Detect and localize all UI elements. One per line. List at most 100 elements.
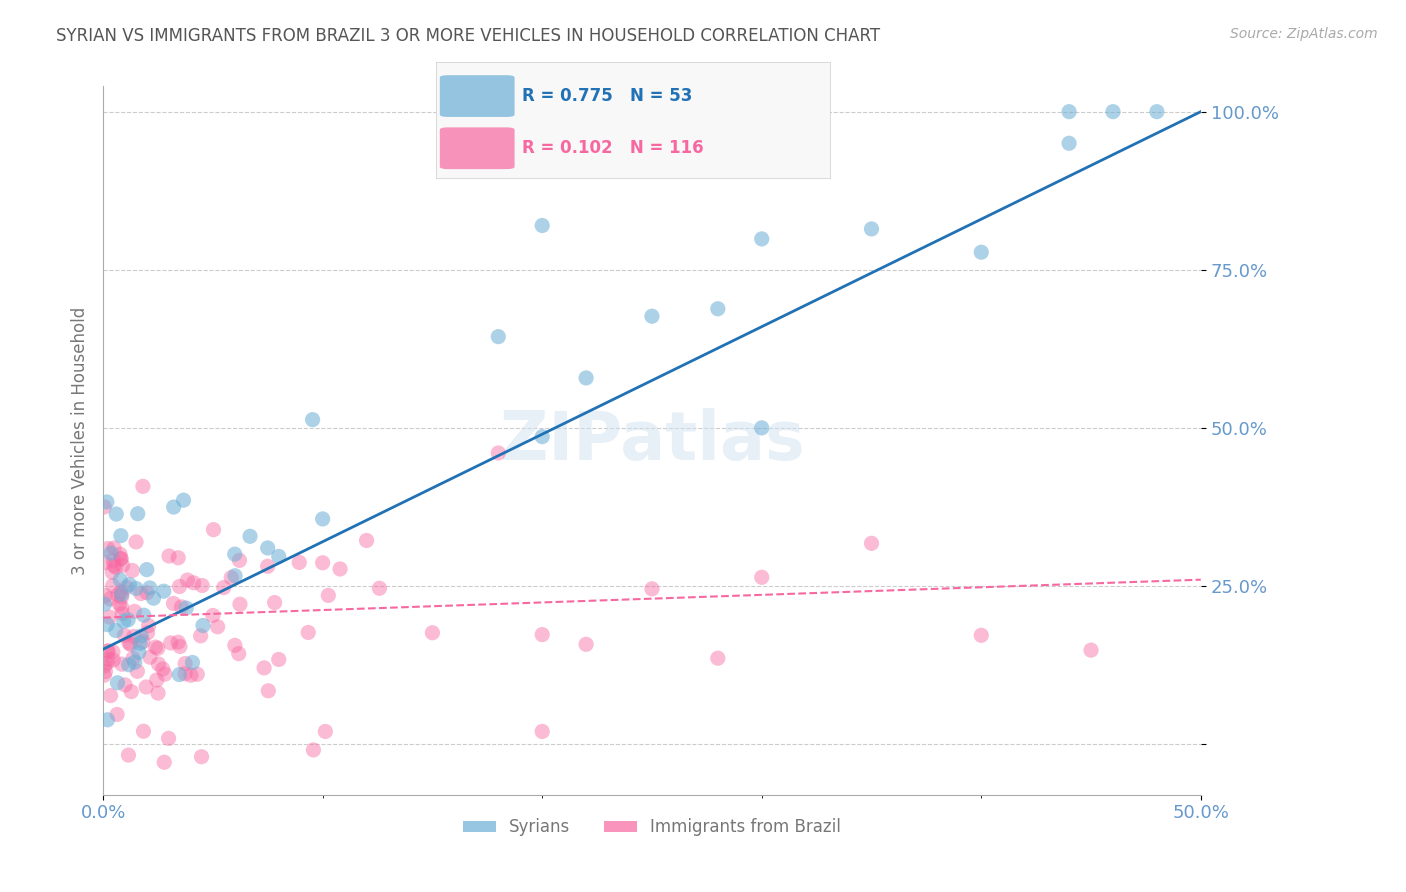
Point: [117, 747, 139, 762]
Point: [288, 555, 311, 569]
Point: [96, 713, 118, 727]
Point: [202, 523, 225, 537]
Point: [97, 541, 120, 556]
Text: R = 0.102   N = 116: R = 0.102 N = 116: [523, 139, 704, 157]
Point: [127, 507, 149, 521]
Point: [641, 310, 664, 324]
Point: [212, 581, 235, 595]
Point: [101, 645, 124, 659]
Point: [96, 656, 118, 670]
Point: [110, 590, 132, 604]
Text: R = 0.775   N = 53: R = 0.775 N = 53: [523, 87, 693, 105]
Point: [101, 578, 124, 592]
Point: [135, 680, 157, 694]
Point: [145, 640, 167, 654]
Point: [860, 536, 883, 550]
Point: [297, 625, 319, 640]
Point: [172, 493, 194, 508]
Point: [103, 558, 125, 573]
Point: [190, 629, 212, 643]
FancyBboxPatch shape: [440, 75, 515, 117]
Point: [96, 617, 118, 632]
Point: [860, 222, 883, 236]
Point: [1057, 136, 1080, 151]
Point: [174, 666, 197, 681]
Point: [120, 637, 142, 651]
Point: [124, 655, 146, 669]
Point: [125, 535, 148, 549]
Point: [118, 657, 141, 672]
Point: [122, 630, 145, 644]
Point: [169, 640, 191, 654]
Point: [486, 446, 509, 460]
Point: [111, 558, 134, 573]
Point: [531, 430, 554, 444]
Point: [103, 554, 125, 568]
Point: [105, 707, 128, 722]
Point: [98, 591, 121, 606]
Point: [146, 686, 169, 700]
Point: [311, 512, 333, 526]
Point: [176, 573, 198, 587]
Point: [93, 659, 115, 673]
Point: [169, 667, 191, 681]
Point: [159, 636, 181, 650]
Point: [94, 589, 117, 603]
Point: [257, 683, 280, 698]
Point: [122, 651, 145, 665]
Point: [422, 625, 444, 640]
Point: [1102, 104, 1125, 119]
Point: [575, 371, 598, 385]
Point: [751, 570, 773, 584]
Point: [707, 651, 730, 665]
Point: [641, 582, 664, 596]
Point: [228, 647, 250, 661]
Point: [110, 551, 132, 566]
Point: [186, 667, 208, 681]
Point: [263, 596, 285, 610]
Point: [110, 529, 132, 543]
Point: [163, 500, 186, 514]
Point: [129, 586, 152, 600]
Point: [104, 624, 127, 638]
Y-axis label: 3 or more Vehicles in Household: 3 or more Vehicles in Household: [72, 307, 89, 574]
Point: [138, 618, 160, 632]
Point: [101, 565, 124, 579]
Point: [169, 579, 191, 593]
Point: [302, 743, 325, 757]
Point: [94, 665, 117, 679]
Point: [531, 219, 554, 233]
Point: [100, 546, 122, 560]
Point: [93, 500, 115, 514]
Point: [110, 584, 132, 599]
Point: [100, 689, 122, 703]
Point: [117, 613, 139, 627]
Point: [124, 604, 146, 618]
Point: [108, 547, 131, 561]
Point: [174, 601, 197, 615]
Point: [329, 562, 352, 576]
Point: [107, 675, 129, 690]
Point: [125, 582, 148, 596]
Text: SYRIAN VS IMMIGRANTS FROM BRAZIL 3 OR MORE VEHICLES IN HOUSEHOLD CORRELATION CHA: SYRIAN VS IMMIGRANTS FROM BRAZIL 3 OR MO…: [56, 27, 880, 45]
Point: [311, 556, 333, 570]
Point: [190, 749, 212, 764]
Point: [110, 551, 132, 566]
Point: [207, 620, 229, 634]
Point: [301, 412, 323, 426]
Point: [318, 588, 340, 602]
Point: [94, 556, 117, 570]
Point: [96, 644, 118, 658]
Point: [103, 653, 125, 667]
Point: [224, 568, 246, 582]
Point: [139, 581, 162, 595]
Point: [191, 618, 214, 632]
Point: [1080, 643, 1102, 657]
Point: [751, 421, 773, 435]
Point: [105, 507, 128, 521]
Point: [136, 625, 159, 640]
Point: [219, 571, 242, 585]
Point: [170, 599, 193, 614]
Point: [132, 608, 155, 623]
Point: [368, 582, 391, 596]
